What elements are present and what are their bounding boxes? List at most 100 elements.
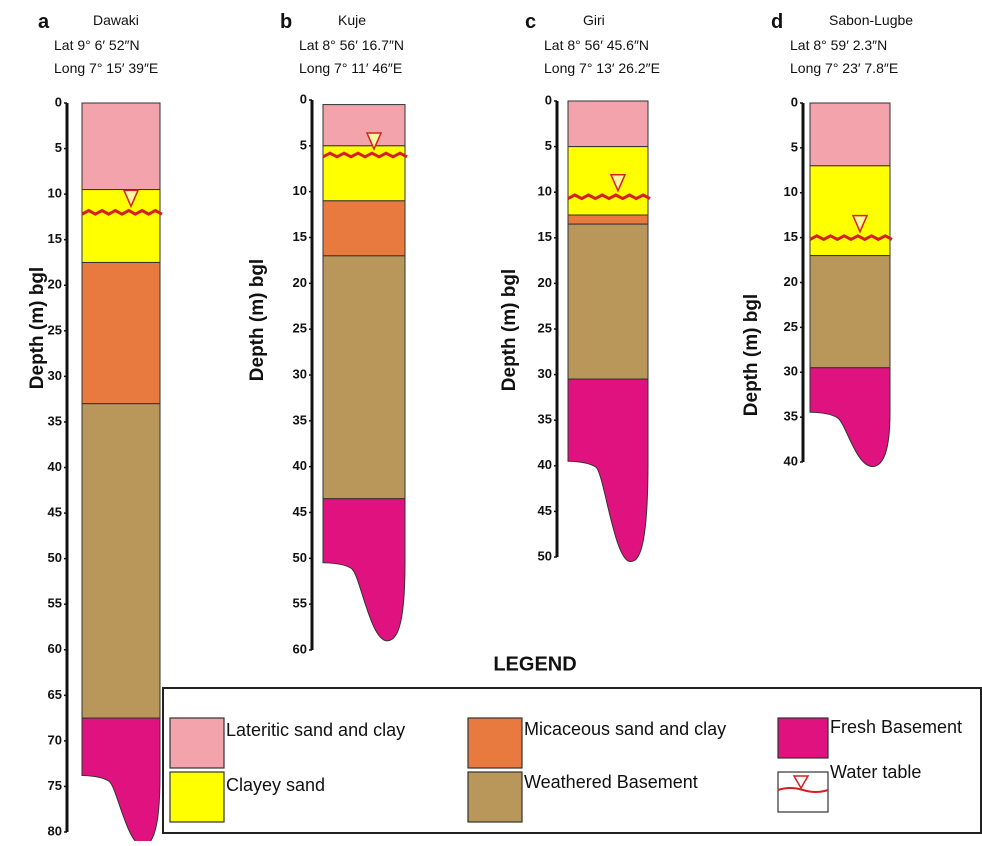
- y-tick-label: 30: [538, 366, 552, 381]
- legend-swatch: [170, 718, 224, 768]
- layer: [82, 718, 160, 841]
- y-tick-label: 5: [300, 137, 307, 152]
- y-tick-label: 25: [48, 322, 62, 337]
- site-long: Long 7° 11′ 46″E: [299, 60, 402, 76]
- site-name: Dawaki: [93, 12, 139, 28]
- site-lat: Lat 8° 56′ 45.6″N: [544, 37, 649, 53]
- panel-letter: b: [280, 11, 292, 33]
- y-tick-label: 0: [55, 94, 62, 109]
- layer: [810, 166, 890, 256]
- y-tick-label: 35: [538, 412, 552, 427]
- panel-letter: c: [525, 11, 536, 33]
- layer: [568, 379, 648, 561]
- y-tick-label: 45: [48, 505, 62, 520]
- y-tick-label: 70: [48, 732, 62, 747]
- y-tick-label: 60: [48, 641, 62, 656]
- y-tick-label: 20: [293, 275, 307, 290]
- site-lat: Lat 9° 6′ 52″N: [54, 37, 140, 53]
- y-tick-label: 40: [48, 459, 62, 474]
- y-axis-label: Depth (m) bgl: [499, 269, 520, 391]
- y-tick-label: 35: [784, 409, 798, 424]
- panel-letter: a: [38, 11, 50, 33]
- y-tick-label: 25: [293, 321, 307, 336]
- layer: [323, 201, 405, 256]
- site-long: Long 7° 13′ 26.2″E: [544, 60, 660, 76]
- y-tick-label: 15: [784, 229, 798, 244]
- legend-label: Clayey sand: [226, 775, 325, 795]
- legend-label: Fresh Basement: [830, 717, 962, 737]
- layer: [323, 105, 405, 146]
- y-axis-label: Depth (m) bgl: [247, 259, 268, 381]
- y-tick-label: 0: [545, 92, 552, 107]
- layer: [82, 404, 160, 718]
- y-tick-label: 40: [784, 453, 798, 468]
- layer: [568, 101, 648, 147]
- legend-label: Micaceous sand and clay: [524, 719, 726, 739]
- site-long: Long 7° 23′ 7.8″E: [790, 60, 898, 76]
- y-tick-label: 30: [293, 366, 307, 381]
- y-tick-label: 35: [293, 412, 307, 427]
- y-tick-label: 25: [784, 319, 798, 334]
- legend-swatch: [468, 718, 522, 768]
- layer: [568, 215, 648, 224]
- site-lat: Lat 8° 59′ 2.3″N: [790, 37, 887, 53]
- y-tick-label: 5: [545, 138, 552, 153]
- y-tick-label: 50: [48, 550, 62, 565]
- layer: [323, 256, 405, 499]
- layer: [568, 224, 648, 379]
- y-tick-label: 15: [48, 231, 62, 246]
- site-name: Giri: [583, 12, 605, 28]
- y-axis-label: Depth (m) bgl: [27, 267, 48, 389]
- y-tick-label: 45: [293, 504, 307, 519]
- panel-letter: d: [771, 11, 783, 33]
- y-tick-label: 30: [48, 368, 62, 383]
- y-tick-label: 20: [784, 274, 798, 289]
- y-tick-label: 5: [55, 140, 62, 155]
- y-tick-label: 30: [784, 364, 798, 379]
- y-tick-label: 10: [538, 184, 552, 199]
- legend-box: [163, 688, 981, 833]
- y-tick-label: 55: [48, 596, 62, 611]
- y-tick-label: 15: [538, 229, 552, 244]
- legend-label: Lateritic sand and clay: [226, 720, 405, 740]
- y-tick-label: 40: [538, 457, 552, 472]
- legend-label: Water table: [830, 762, 921, 782]
- layer: [810, 368, 890, 467]
- legend-swatch: [170, 772, 224, 822]
- y-tick-label: 5: [791, 139, 798, 154]
- y-tick-label: 35: [48, 413, 62, 428]
- y-tick-label: 45: [538, 503, 552, 518]
- site-lat: Lat 8° 56′ 16.7″N: [299, 37, 404, 53]
- site-name: Kuje: [338, 12, 366, 28]
- y-tick-label: 80: [48, 823, 62, 838]
- y-tick-label: 10: [784, 184, 798, 199]
- y-tick-label: 0: [300, 91, 307, 106]
- layer: [82, 103, 160, 190]
- site-name: Sabon-Lugbe: [829, 12, 913, 28]
- layer: [810, 256, 890, 368]
- layer: [568, 147, 648, 215]
- y-tick-label: 15: [293, 229, 307, 244]
- y-tick-label: 55: [293, 596, 307, 611]
- y-tick-label: 10: [293, 183, 307, 198]
- y-tick-label: 10: [48, 186, 62, 201]
- y-tick-label: 20: [48, 277, 62, 292]
- y-tick-label: 20: [538, 275, 552, 290]
- layer: [82, 262, 160, 403]
- y-tick-label: 60: [293, 641, 307, 656]
- legend-swatch: [468, 772, 522, 822]
- layer: [810, 103, 890, 166]
- layer: [82, 190, 160, 263]
- figure: LEGEND a Dawaki Lat 9° 6′ 52″N Long 7° 15′ …: [0, 0, 982, 841]
- legend-label: Weathered Basement: [524, 772, 698, 792]
- y-tick-label: 75: [48, 778, 62, 793]
- y-tick-label: 65: [48, 687, 62, 702]
- y-tick-label: 50: [538, 548, 552, 563]
- y-tick-label: 0: [791, 94, 798, 109]
- layer: [323, 146, 405, 201]
- site-long: Long 7° 15′ 39″E: [54, 60, 158, 76]
- y-tick-label: 40: [293, 458, 307, 473]
- y-tick-label: 50: [293, 550, 307, 565]
- legend-title: LEGEND: [493, 653, 576, 675]
- y-axis-label: Depth (m) bgl: [741, 294, 762, 416]
